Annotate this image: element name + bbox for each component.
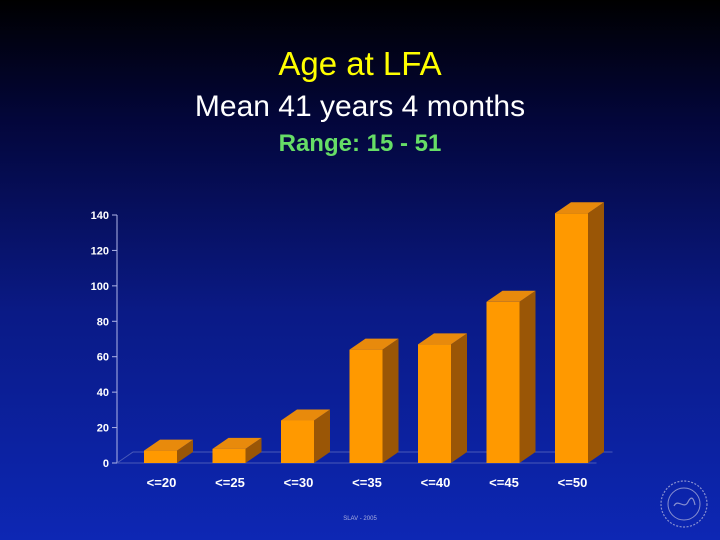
bar (349, 349, 383, 463)
y-tick-label: 60 (97, 352, 109, 364)
bar (212, 448, 246, 463)
bar-side (382, 338, 399, 463)
bar-top (212, 437, 262, 449)
bar-side (519, 290, 536, 463)
bar-side (314, 409, 330, 463)
bar-top (144, 439, 193, 451)
x-tick-label: <=45 (489, 475, 519, 490)
y-tick-label: 20 (97, 423, 109, 435)
x-tick-label: <=50 (558, 475, 588, 490)
bar-top (555, 202, 604, 214)
bar-side (245, 437, 262, 463)
y-tick-label: 140 (91, 210, 109, 222)
x-tick-label: <=40 (421, 475, 451, 490)
footer-credit: SLAV - 2005 (343, 516, 377, 522)
bar (486, 301, 520, 463)
y-tick-label: 100 (91, 281, 109, 293)
chart-title: Age at LFA (278, 45, 442, 82)
bar-side (177, 439, 193, 463)
mean-age-subtitle: Mean 41 years 4 months (194, 90, 526, 123)
bar-top (349, 338, 399, 350)
y-tick-label: 0 (103, 458, 109, 470)
bar (418, 344, 451, 463)
y-tick-label: 120 (91, 245, 109, 257)
x-tick-label: <=30 (284, 475, 314, 490)
y-tick-label: 40 (97, 387, 109, 399)
bar (555, 213, 588, 463)
bar-side (588, 202, 604, 463)
seal-logo-icon (660, 480, 708, 528)
x-tick-label: <=25 (215, 475, 245, 490)
bar-top (418, 333, 467, 345)
bar-top (281, 409, 330, 421)
x-tick-label: <=35 (352, 475, 382, 490)
x-tick-label: <=20 (147, 475, 177, 490)
bar-side (451, 333, 467, 463)
age-range-label: Range: 15 - 51 (278, 130, 442, 157)
bar (144, 450, 177, 463)
y-tick-label: 80 (97, 316, 109, 328)
bar-top (486, 290, 536, 302)
bar (281, 420, 314, 463)
